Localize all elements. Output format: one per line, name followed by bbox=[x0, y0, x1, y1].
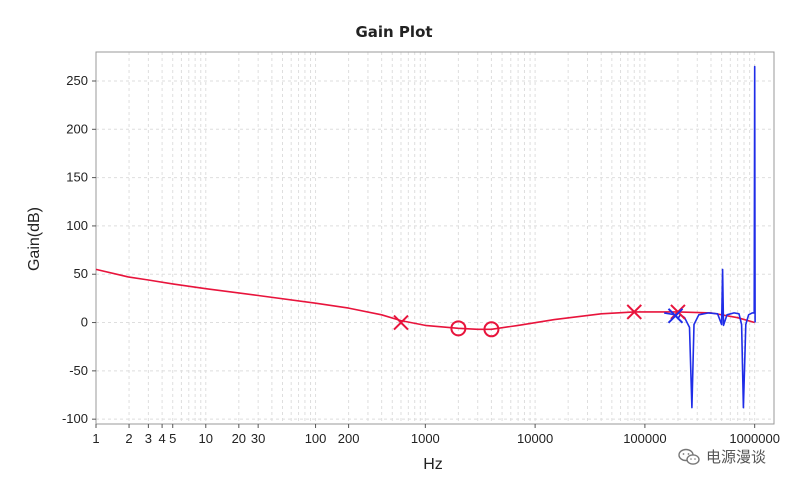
y-tick-label: 250 bbox=[66, 73, 88, 88]
x-tick-label: 1 bbox=[92, 431, 99, 446]
y-tick-label: 200 bbox=[66, 121, 88, 136]
plot-area bbox=[95, 51, 775, 425]
y-tick-label: 50 bbox=[74, 266, 88, 281]
x-tick-label: 10000 bbox=[517, 431, 553, 446]
y-tick-label: 150 bbox=[66, 170, 88, 185]
y-tick-label: 100 bbox=[66, 218, 88, 233]
series-layer bbox=[95, 65, 756, 409]
y-axis-label: Gain(dB) bbox=[26, 207, 43, 271]
y-tick-label: -100 bbox=[62, 411, 88, 426]
x-axis-label: Hz bbox=[423, 456, 443, 473]
pole-marker bbox=[670, 304, 686, 320]
chart-title: Gain Plot bbox=[355, 23, 432, 41]
x-tick-label: 20 bbox=[232, 431, 246, 446]
series-line-2 bbox=[664, 65, 756, 409]
series-line-1 bbox=[95, 268, 755, 331]
x-tick-label: 5 bbox=[169, 431, 176, 446]
y-axis-ticks: -100 -50 0 50 100 150 200 250 bbox=[62, 73, 96, 426]
zero-marker bbox=[483, 321, 500, 338]
wechat-icon bbox=[678, 448, 700, 465]
pole-marker-stroke bbox=[393, 314, 409, 331]
pole-marker bbox=[626, 304, 642, 320]
grid bbox=[95, 52, 774, 424]
pole-marker-stroke bbox=[667, 308, 684, 324]
x-tick-label: 1000 bbox=[411, 431, 440, 446]
y-tick-label: -50 bbox=[69, 363, 88, 378]
marker-layer bbox=[393, 304, 686, 338]
pole-marker bbox=[393, 314, 409, 331]
x-tick-label: 4 bbox=[158, 431, 165, 446]
x-tick-label: 1000000 bbox=[729, 431, 780, 446]
x-tick-label: 3 bbox=[145, 431, 152, 446]
y-tick-label: 0 bbox=[81, 315, 88, 330]
pole-marker-stroke bbox=[670, 304, 686, 320]
x-tick-label: 30 bbox=[251, 431, 265, 446]
pole-marker-stroke bbox=[626, 304, 642, 320]
watermark-text: 电源漫谈 bbox=[705, 448, 766, 466]
pole-marker bbox=[667, 308, 684, 324]
watermark: 电源漫谈 bbox=[678, 446, 766, 467]
x-axis-ticks: 1 2 3 4 5 10 20 30 100 200 1000 10000 100000 1000000 bbox=[92, 424, 780, 446]
x-tick-label: 200 bbox=[338, 431, 360, 446]
zero-marker bbox=[450, 320, 467, 337]
x-tick-label: 2 bbox=[125, 431, 132, 446]
x-tick-label: 100000 bbox=[623, 431, 666, 446]
x-tick-label: 100 bbox=[305, 431, 327, 446]
x-tick-label: 10 bbox=[199, 431, 213, 446]
